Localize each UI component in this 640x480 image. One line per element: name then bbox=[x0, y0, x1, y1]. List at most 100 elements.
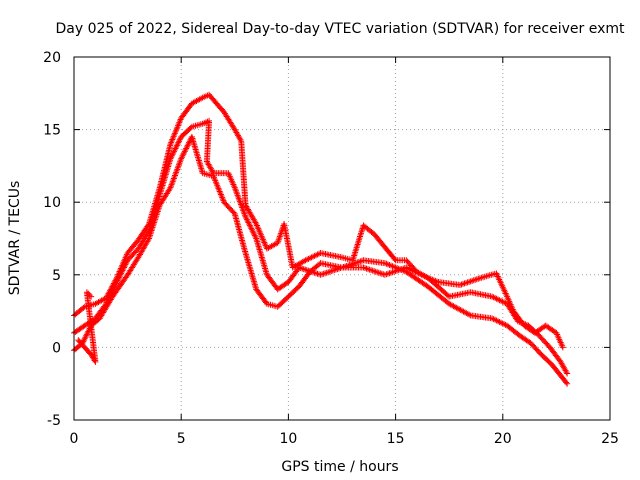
track-c-point bbox=[186, 139, 193, 146]
track-b-point bbox=[323, 269, 330, 276]
track-c-point bbox=[183, 144, 190, 151]
track-c-point bbox=[183, 145, 190, 152]
track-a-point bbox=[472, 276, 479, 283]
track-b-point bbox=[116, 274, 123, 281]
track-b-point bbox=[317, 271, 324, 278]
track-b-point bbox=[248, 225, 255, 232]
y-tick-label: 15 bbox=[43, 123, 61, 139]
track-a-point bbox=[475, 275, 482, 282]
track-b-point bbox=[170, 149, 177, 156]
track-b-point bbox=[116, 273, 123, 280]
track-a-point bbox=[463, 279, 470, 286]
data-points bbox=[71, 91, 571, 387]
x-tick-label: 0 bbox=[70, 431, 79, 447]
track-b-point bbox=[252, 234, 259, 241]
y-tick-label: 0 bbox=[52, 340, 61, 356]
track-c-point bbox=[81, 335, 88, 342]
track-b-point bbox=[251, 231, 258, 238]
track-b-point bbox=[368, 267, 375, 274]
y-tick-label: -5 bbox=[47, 413, 61, 429]
track-b-point bbox=[375, 269, 382, 276]
track-c-point bbox=[181, 148, 188, 155]
plot-frame bbox=[73, 56, 611, 421]
track-b-point bbox=[247, 223, 254, 230]
track-a-point bbox=[473, 276, 480, 283]
track-c-point bbox=[83, 331, 90, 338]
track-b-point bbox=[388, 269, 395, 276]
track-b-point bbox=[248, 226, 255, 233]
track-b-point bbox=[172, 145, 179, 152]
track-b-point bbox=[169, 151, 176, 158]
track-b-point bbox=[111, 283, 118, 290]
track-b-point bbox=[167, 155, 174, 162]
track-a-point bbox=[458, 281, 465, 288]
track-a-point bbox=[80, 304, 87, 311]
track-c-point bbox=[145, 236, 152, 243]
track-b-point bbox=[384, 270, 391, 277]
track-b-point bbox=[112, 281, 119, 288]
y-tick-label: 5 bbox=[52, 268, 61, 284]
track-c-point bbox=[563, 379, 570, 386]
track-b-point bbox=[564, 370, 571, 377]
x-tick-label: 15 bbox=[387, 431, 405, 447]
track-a-point bbox=[559, 344, 566, 351]
track-c-point bbox=[184, 142, 191, 149]
track-b-point bbox=[118, 268, 125, 275]
track-d-point bbox=[83, 289, 90, 296]
y-axis-label: SDTVAR / TECUs bbox=[7, 181, 23, 296]
track-b-point bbox=[173, 144, 180, 151]
track-b-point bbox=[246, 222, 253, 229]
track-a-point bbox=[391, 256, 398, 263]
track-b-point bbox=[361, 265, 368, 272]
track-b-point bbox=[246, 220, 253, 227]
track-b-point bbox=[243, 216, 250, 223]
track-b-point bbox=[328, 268, 335, 275]
track-c-point bbox=[182, 146, 189, 153]
track-a-point bbox=[237, 136, 244, 143]
track-a-point bbox=[470, 277, 477, 284]
track-c-point bbox=[83, 332, 90, 339]
x-tick-label: 10 bbox=[279, 431, 297, 447]
track-c-point bbox=[185, 141, 192, 148]
track-c-point bbox=[166, 186, 173, 193]
track-a-point bbox=[461, 280, 468, 287]
track-d-point bbox=[88, 293, 95, 300]
track-b-point bbox=[314, 270, 321, 277]
track-b-point bbox=[251, 232, 258, 239]
track-b-point bbox=[244, 218, 251, 225]
track-b-point bbox=[383, 271, 390, 278]
x-tick-label: 25 bbox=[601, 431, 619, 447]
track-b-point bbox=[371, 268, 378, 275]
track-c-point bbox=[181, 149, 188, 156]
track-b-point bbox=[372, 268, 379, 275]
track-c-point bbox=[357, 258, 364, 265]
track-a-point bbox=[252, 219, 259, 226]
track-b-point bbox=[320, 270, 327, 277]
track-b-point bbox=[378, 270, 385, 277]
track-b-point bbox=[168, 152, 175, 159]
track-b-point bbox=[245, 219, 252, 226]
track-b-point bbox=[365, 266, 372, 273]
track-b-point bbox=[374, 269, 381, 276]
grid-lines bbox=[74, 57, 610, 420]
track-b-point bbox=[173, 142, 180, 149]
track-b-point bbox=[300, 266, 307, 273]
track-d-point bbox=[85, 290, 92, 297]
y-tick-label: 20 bbox=[43, 50, 61, 66]
track-b-point bbox=[249, 228, 256, 235]
track-b-point bbox=[250, 229, 257, 236]
track-b-point bbox=[326, 268, 333, 275]
track-b-point bbox=[175, 139, 182, 146]
track-b-point bbox=[319, 271, 326, 278]
track-b-point bbox=[176, 136, 183, 143]
track-c-point bbox=[179, 152, 186, 159]
track-b-point bbox=[121, 264, 128, 271]
x-axis-label: GPS time / hours bbox=[281, 459, 398, 475]
track-a-point bbox=[467, 278, 474, 285]
track-b-point bbox=[120, 265, 127, 272]
chart-title: Day 025 of 2022, Sidereal Day-to-day VTE… bbox=[56, 21, 626, 37]
track-b-point bbox=[119, 267, 126, 274]
axis-ticks bbox=[73, 56, 611, 421]
track-a-point bbox=[469, 277, 476, 284]
